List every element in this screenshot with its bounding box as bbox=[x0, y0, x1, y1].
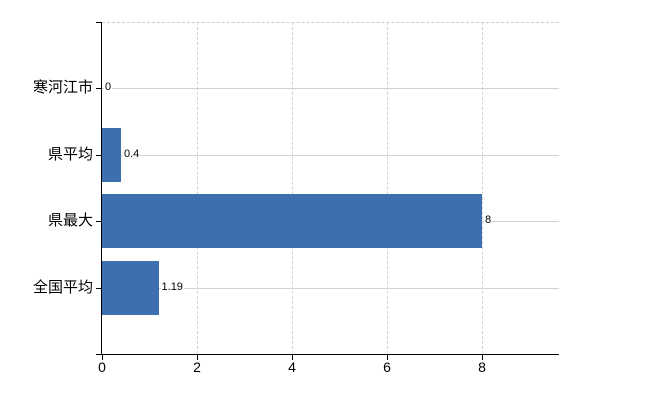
bar-value-label: 8 bbox=[484, 213, 493, 229]
gridline-v bbox=[292, 22, 294, 354]
x-tick bbox=[292, 354, 294, 360]
bar-県最大 bbox=[102, 194, 483, 249]
gridline-v bbox=[197, 22, 198, 354]
y-tick bbox=[96, 88, 102, 90]
gridline-h bbox=[102, 88, 559, 90]
category-label: 県最大 bbox=[47, 212, 93, 230]
bar-value-label: 0.4 bbox=[123, 146, 141, 162]
x-tick bbox=[387, 354, 389, 360]
x-axis bbox=[96, 354, 559, 355]
gridline-h bbox=[102, 154, 559, 156]
category-label: 県平均 bbox=[47, 145, 93, 163]
x-tick bbox=[482, 354, 484, 360]
bar-value-label: 0 bbox=[104, 80, 113, 96]
y-axis-top-tick bbox=[96, 22, 102, 23]
bar-県平均 bbox=[102, 127, 121, 182]
x-tick-label: 2 bbox=[193, 359, 201, 375]
gridline-v bbox=[482, 22, 484, 354]
category-label: 寒河江市 bbox=[32, 79, 93, 97]
y-tick bbox=[96, 221, 102, 223]
gridline-v bbox=[387, 22, 389, 354]
y-tick bbox=[96, 154, 102, 156]
x-tick-label: 4 bbox=[288, 359, 296, 375]
x-tick bbox=[102, 354, 103, 360]
plot-top-border bbox=[102, 22, 559, 23]
bar-value-label: 1.19 bbox=[160, 279, 184, 295]
gridline-h bbox=[102, 287, 559, 289]
x-tick-label: 0 bbox=[98, 359, 106, 375]
x-tick-label: 6 bbox=[383, 359, 391, 375]
category-label: 全国平均 bbox=[32, 278, 93, 296]
x-tick bbox=[197, 354, 198, 360]
bar-全国平均 bbox=[102, 260, 159, 315]
y-tick bbox=[96, 287, 102, 289]
y-axis bbox=[101, 22, 102, 354]
x-tick-label: 8 bbox=[478, 359, 486, 375]
